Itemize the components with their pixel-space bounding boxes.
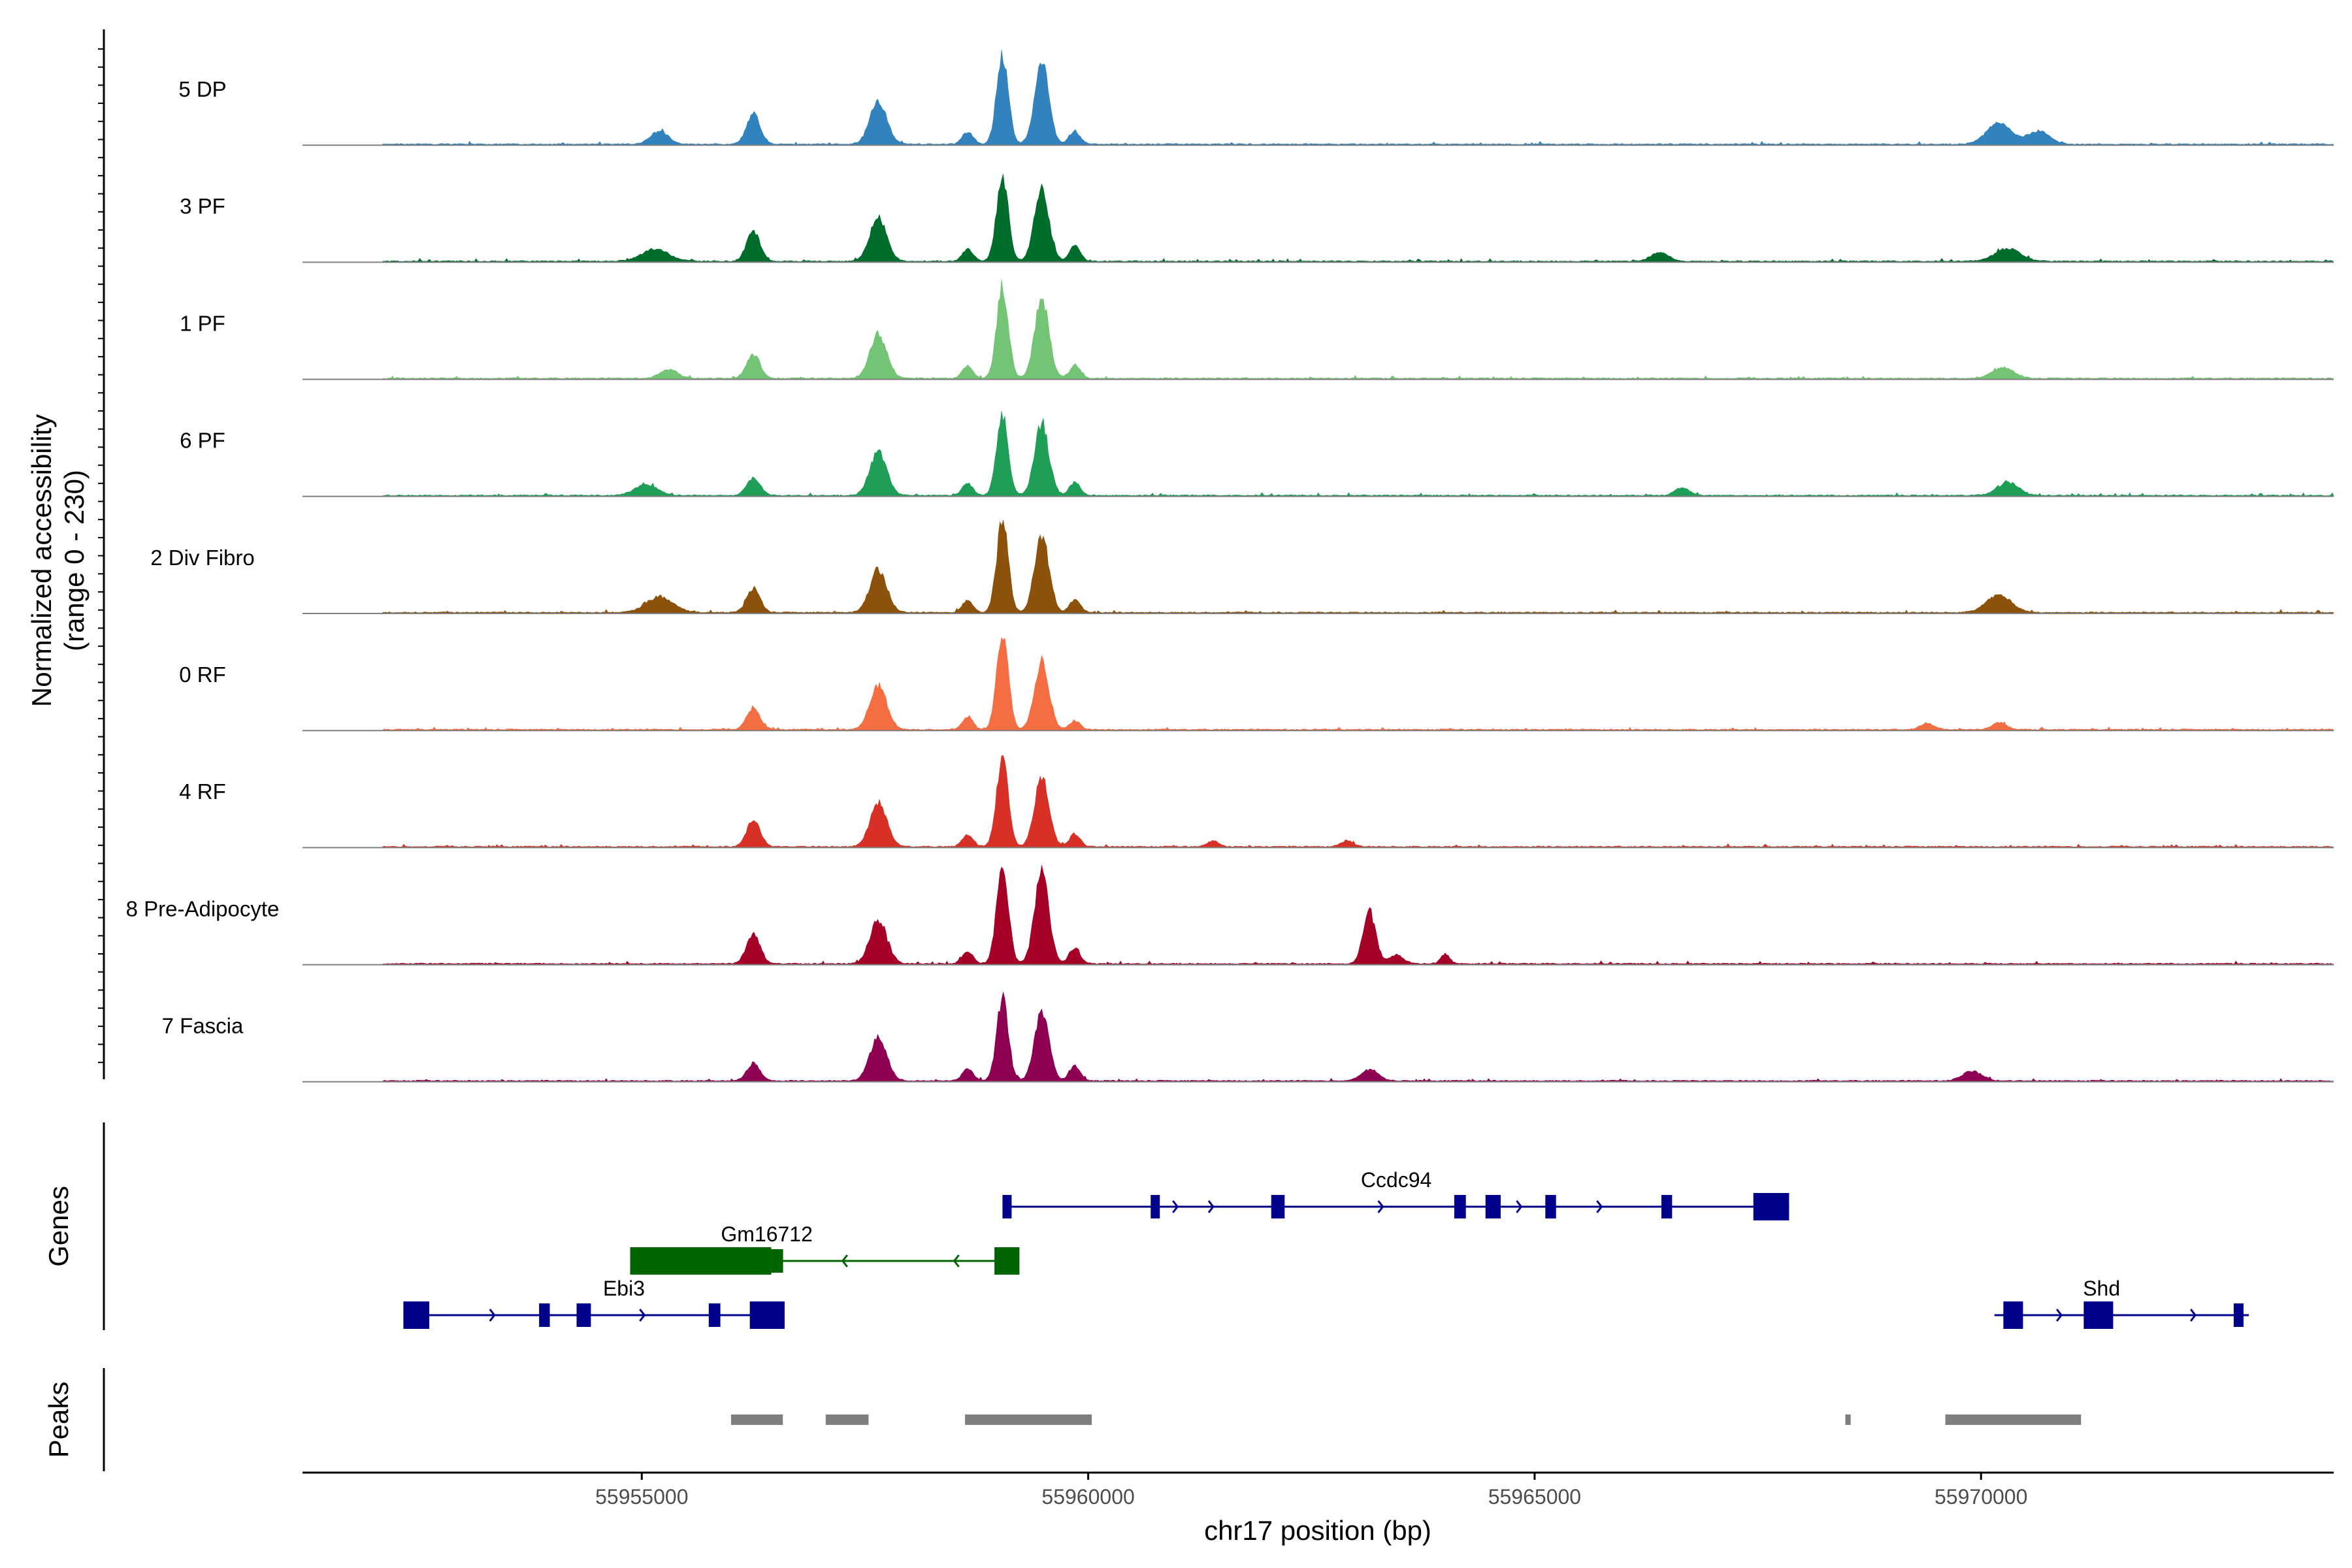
strand-arrow <box>2056 1309 2063 1322</box>
gene-exon <box>539 1303 550 1327</box>
gene-exon-utr <box>2003 1301 2023 1329</box>
coverage-area-5 <box>382 636 2334 730</box>
strand-arrow <box>1516 1200 1523 1213</box>
track-label-5: 0 RF <box>179 662 226 687</box>
track-labels: 5 DP 3 PF 1 PF 6 PF 2 Div Fibro 0 RF 4 RF 8 Pre… <box>126 77 280 1038</box>
peak-region <box>730 1414 783 1425</box>
strand-arrow <box>2189 1309 2197 1322</box>
y-axis-title: Normalized accessibility <box>26 414 57 707</box>
track-7-fascia <box>302 992 2334 1083</box>
strand-arrow <box>639 1309 646 1322</box>
strand-arrow <box>1172 1200 1179 1213</box>
gene-gm16712: Gm16712 <box>630 1222 1020 1275</box>
track-label-4: 2 Div Fibro <box>150 546 255 570</box>
x-axis-title: chr17 position (bp) <box>1204 1515 1431 1546</box>
gene-exon <box>1454 1195 1466 1218</box>
peak-region <box>1945 1414 2082 1425</box>
track-4-rf <box>302 755 2334 849</box>
track-2-div-fibro <box>302 520 2334 614</box>
track-6-pf <box>302 410 2334 497</box>
gene-models: Ccdc94 Gm16712 Ebi3 Shd <box>403 1168 2249 1329</box>
gene-exon <box>1545 1195 1556 1218</box>
track-label-6: 4 RF <box>179 779 226 804</box>
x-tick-label: 55970000 <box>1935 1485 2027 1509</box>
coverage-area-7 <box>382 865 2334 964</box>
peak-region <box>825 1414 869 1425</box>
y-axis-title-range: (range 0 - 230) <box>59 470 90 651</box>
gene-exon-utr <box>2083 1301 2114 1329</box>
track-label-2: 1 PF <box>180 311 225 335</box>
strand-arrow <box>1207 1200 1215 1213</box>
gene-exon-utr <box>1753 1193 1789 1220</box>
gene-exon <box>2233 1303 2244 1327</box>
gene-label: Shd <box>2083 1277 2120 1300</box>
gene-exon-utr <box>630 1247 772 1275</box>
strand-arrow <box>953 1254 960 1267</box>
coverage-tracks <box>302 50 2334 1083</box>
gene-exon <box>1271 1195 1285 1218</box>
coverage-y-ticks <box>98 48 104 1064</box>
track-label-8: 7 Fascia <box>162 1014 244 1038</box>
gene-exon <box>1002 1195 1012 1218</box>
gene-exon-utr <box>403 1301 430 1329</box>
gene-ccdc94: Ccdc94 <box>1002 1168 1789 1220</box>
track-0-rf <box>302 636 2334 732</box>
gene-label: Ccdc94 <box>1361 1168 1432 1192</box>
coverage-area-0 <box>382 50 2334 145</box>
track-label-1: 3 PF <box>180 194 225 218</box>
gene-shd: Shd <box>1994 1277 2249 1329</box>
coverage-area-2 <box>382 279 2334 380</box>
x-axis-ticks: 55955000 55960000 55965000 55970000 <box>595 1473 2027 1509</box>
genes-panel-label: Genes <box>43 1186 74 1267</box>
gene-ebi3: Ebi3 <box>403 1277 785 1329</box>
gene-label: Gm16712 <box>721 1222 813 1246</box>
coverage-area-6 <box>382 755 2334 847</box>
peak-region <box>1845 1414 1851 1425</box>
coverage-area-8 <box>382 992 2334 1082</box>
coverage-area-4 <box>382 520 2334 613</box>
gene-exon <box>708 1303 721 1327</box>
strand-arrow <box>489 1309 496 1322</box>
gene-exon <box>774 1249 783 1273</box>
gene-exon <box>1661 1195 1673 1218</box>
gene-label: Ebi3 <box>603 1277 645 1300</box>
track-label-0: 5 DP <box>178 77 226 101</box>
strand-arrow <box>841 1254 848 1267</box>
gene-exon-utr <box>994 1247 1020 1275</box>
strand-arrow <box>1596 1200 1603 1213</box>
track-1-pf <box>302 279 2334 380</box>
gene-exon-utr <box>749 1301 785 1329</box>
gene-exon <box>576 1303 591 1327</box>
track-label-7: 8 Pre-Adipocyte <box>126 896 280 921</box>
coverage-area-1 <box>382 174 2334 262</box>
x-tick-label: 55965000 <box>1488 1485 1581 1509</box>
peak-regions <box>730 1414 2082 1425</box>
peak-region <box>965 1414 1092 1425</box>
track-3-pf <box>302 174 2334 263</box>
x-tick-label: 55960000 <box>1041 1485 1134 1509</box>
track-5-dp <box>302 50 2334 146</box>
gene-exon <box>1485 1195 1501 1218</box>
strand-arrow <box>1377 1200 1384 1213</box>
track-label-3: 6 PF <box>180 429 225 453</box>
coverage-area-3 <box>382 410 2334 497</box>
gene-exon <box>1151 1195 1160 1218</box>
track-8-pre-adipocyte <box>302 865 2334 966</box>
x-tick-label: 55955000 <box>595 1485 688 1509</box>
peaks-panel-label: Peaks <box>43 1382 74 1458</box>
